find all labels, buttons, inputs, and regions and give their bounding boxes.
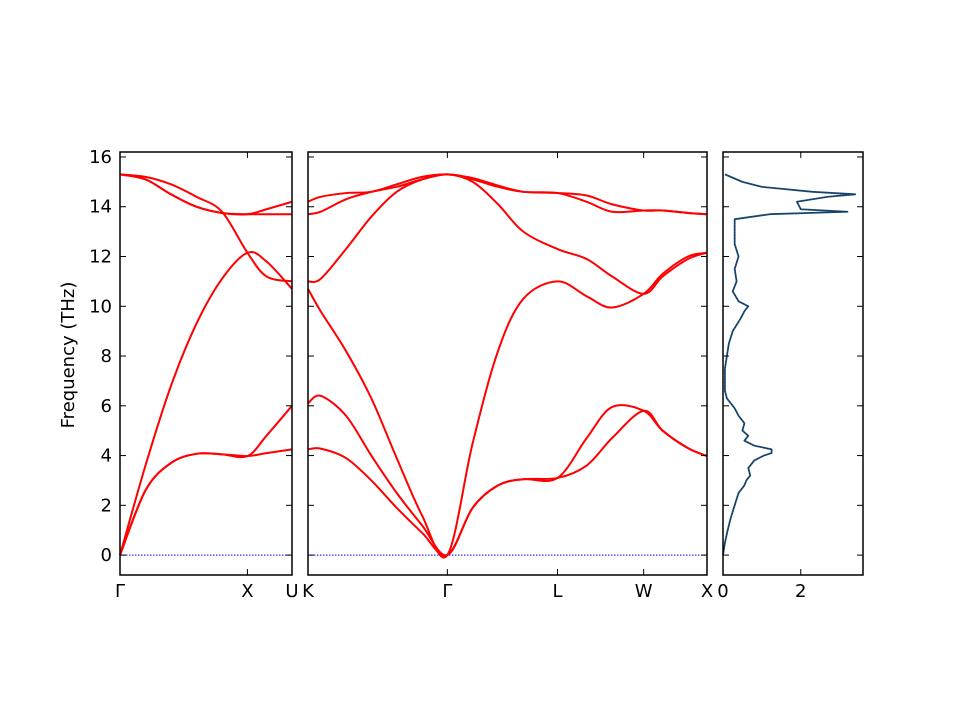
band-line [119, 173, 293, 216]
x-tick-label: Γ [442, 581, 452, 602]
y-tick-label: 4 [101, 446, 112, 467]
y-tick-label: 0 [101, 545, 112, 566]
band-line [307, 173, 708, 216]
y-tick-label: 8 [101, 346, 112, 367]
dos-x-tick-label: 0 [717, 581, 728, 602]
band-line [119, 405, 293, 556]
panel-frame [722, 151, 864, 576]
y-tick-label: 12 [89, 247, 112, 268]
band-line [307, 173, 708, 216]
band-line [307, 409, 708, 557]
y-tick-label: 2 [101, 495, 112, 516]
x-tick-label: K [302, 581, 315, 602]
x-tick-label: X [701, 581, 713, 602]
panel-frame [307, 151, 708, 576]
band-line [307, 394, 708, 557]
dos-x-tick-label: 2 [795, 581, 806, 602]
dos-curve [722, 173, 857, 556]
panel-frame [119, 151, 293, 576]
y-axis-label: Frequency (THz) [58, 282, 79, 429]
y-tick-label: 6 [101, 396, 112, 417]
band-line [307, 251, 708, 559]
band-line [119, 173, 293, 283]
dos-curve-dots [722, 174, 856, 556]
y-tick-label: 10 [89, 296, 112, 317]
band-panel-gamma-x-u: 0 2 4 6 8 10 12 14 16 Γ X U [89, 147, 299, 602]
x-tick-label: W [635, 581, 653, 602]
band-line [119, 251, 293, 556]
y-tick-label: 14 [89, 197, 112, 218]
band-line [307, 173, 708, 295]
x-tick-label: L [553, 581, 563, 602]
x-tick-label: X [241, 581, 253, 602]
y-tick-label: 16 [89, 147, 112, 168]
x-tick-label: Γ [115, 581, 125, 602]
x-tick-label: U [285, 581, 298, 602]
